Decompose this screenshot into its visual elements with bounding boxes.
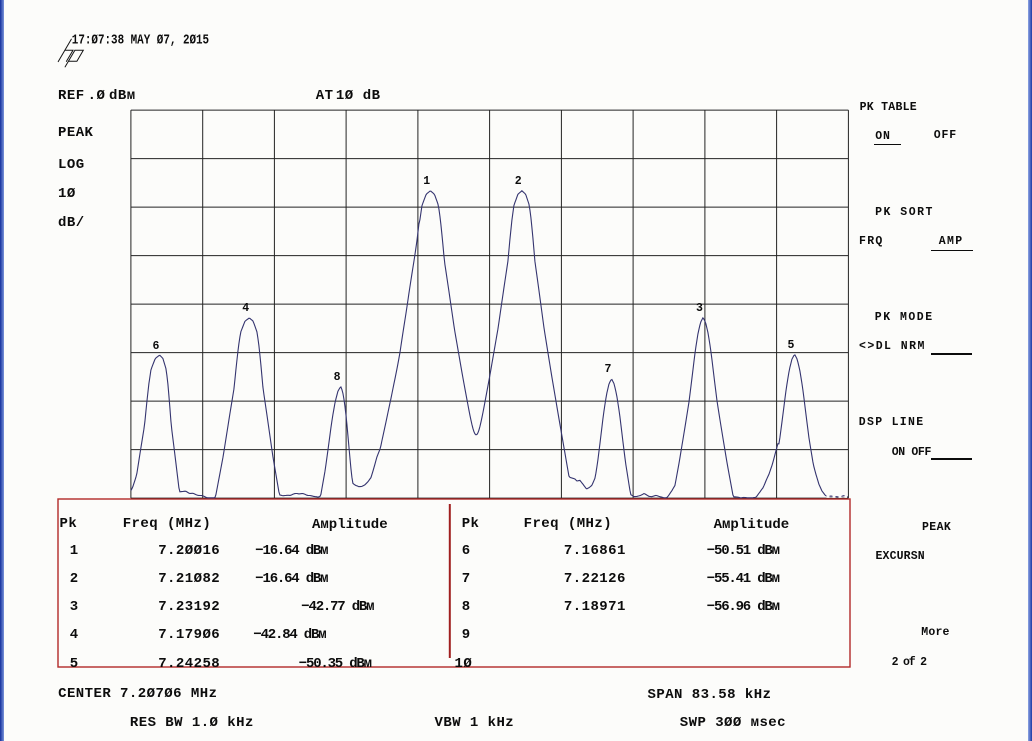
- svg-text:17:Ø7:38 MAY Ø7, 2Ø15: 17:Ø7:38 MAY Ø7, 2Ø15: [72, 33, 209, 49]
